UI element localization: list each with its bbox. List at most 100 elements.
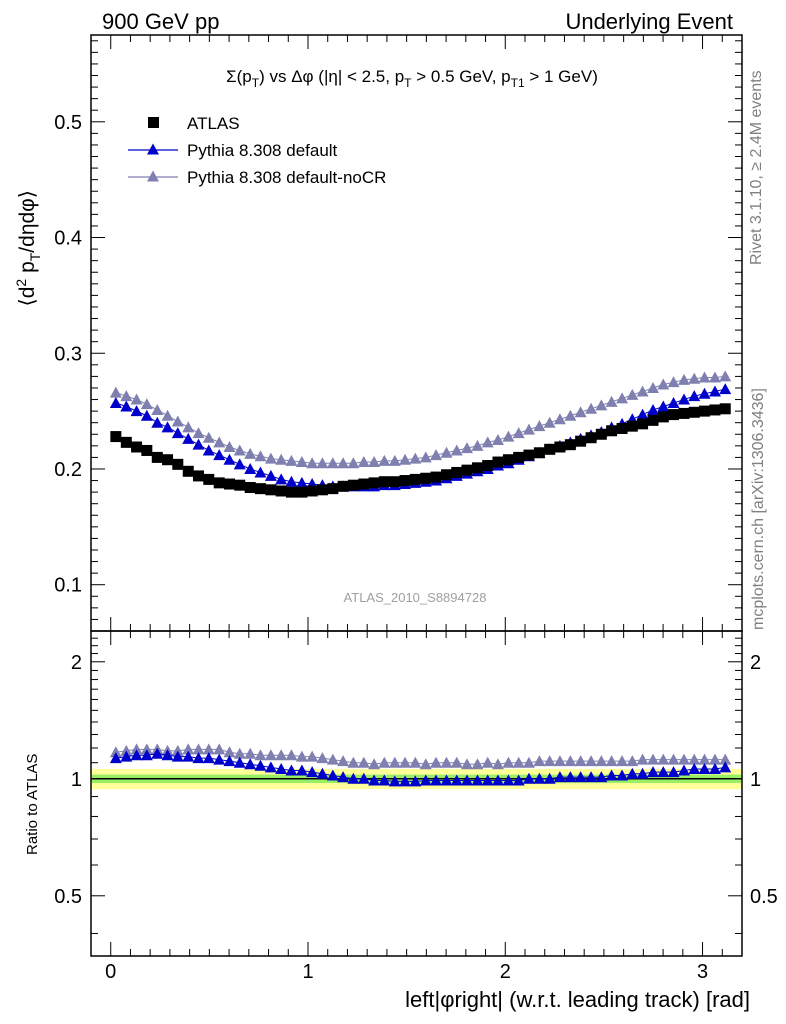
atlas-point xyxy=(337,480,349,492)
ratio-pythia-default-point xyxy=(522,772,535,784)
pythia-default-point xyxy=(151,416,164,428)
pythia-nocr-point xyxy=(347,457,360,469)
ratio-pythia-default-point xyxy=(368,774,381,786)
ratio-pythia-default-point xyxy=(461,774,474,786)
pythia-nocr-point xyxy=(223,440,236,452)
pythia-nocr-point xyxy=(616,392,629,404)
atlas-point xyxy=(347,479,359,491)
pythia-default-point xyxy=(295,476,308,488)
ratio-pythia-default-point xyxy=(275,762,288,774)
atlas-point xyxy=(378,476,390,488)
ratio-pythia-default-point xyxy=(254,759,267,771)
ratio-pythia-default-point xyxy=(440,774,453,786)
ratio-pythia-default-point xyxy=(244,758,257,770)
ratio-pythia-nocr-point xyxy=(605,755,618,767)
atlas-point xyxy=(141,444,153,456)
pythia-nocr-point xyxy=(399,453,412,465)
atlas-point xyxy=(120,436,132,448)
pythia-nocr-point xyxy=(275,453,288,465)
pythia-nocr-point xyxy=(337,457,350,469)
ratio-pythia-nocr-point xyxy=(378,756,391,768)
ratio-pythia-default-point xyxy=(667,766,680,778)
pythia-default-point xyxy=(109,397,122,409)
ratio-pythia-default-point xyxy=(409,775,422,787)
pythia-default-point xyxy=(708,385,721,397)
pythia-nocr-point xyxy=(491,434,504,446)
pythia-nocr-point xyxy=(647,381,660,393)
main-y-tick-label: 0.2 xyxy=(54,459,82,481)
atlas-point xyxy=(564,439,576,451)
pythia-nocr-point xyxy=(316,457,329,469)
legend-label-default: Pythia 8.308 default xyxy=(187,141,338,160)
x-axis-label: left|φright| (w.r.t. leading track) [rad… xyxy=(405,987,750,1012)
pythia-nocr-point xyxy=(306,457,319,469)
ratio-plot-frame xyxy=(90,630,743,957)
ratio-pythia-nocr-point xyxy=(337,755,350,767)
ratio-pythia-nocr-point xyxy=(182,743,195,755)
pythia-nocr-point xyxy=(378,454,391,466)
pythia-nocr-point xyxy=(409,452,422,464)
ratio-pythia-nocr-point xyxy=(244,747,257,759)
ratio-pythia-default-point xyxy=(140,749,153,761)
x-tick-label: 2 xyxy=(500,961,511,983)
ratio-panel: 0.5 0.5 1 1 2 2 0 1 2 3 Ratio to ATLAS left|φrig… xyxy=(24,630,778,1012)
ratio-pythia-nocr-point xyxy=(657,753,670,765)
legend-label-atlas: ATLAS xyxy=(187,114,240,133)
ratio-pythia-default-point xyxy=(678,764,691,776)
ratio-pythia-default-point xyxy=(109,752,122,764)
pythia-default-point xyxy=(171,427,184,439)
atlas-point xyxy=(533,447,545,459)
ratio-pythia-nocr-point xyxy=(388,756,401,768)
atlas-point xyxy=(626,420,638,432)
atlas-point xyxy=(296,486,308,498)
atlas-point xyxy=(162,454,174,466)
atlas-point xyxy=(265,484,277,496)
ratio-x-ticks: 0 1 2 3 xyxy=(105,631,723,983)
pythia-nocr-point xyxy=(202,431,215,443)
pythia-nocr-point xyxy=(657,378,670,390)
ratio-pythia-nocr-point xyxy=(440,756,453,768)
ratio-pythia-default-point xyxy=(171,750,184,762)
main-y-tick-label: 0.1 xyxy=(54,575,82,597)
ratio-pythia-default-point xyxy=(688,762,701,774)
pythia-nocr-point xyxy=(502,430,515,442)
ratio-pythia-default-point xyxy=(491,774,504,786)
pythia-nocr-point xyxy=(574,406,587,418)
ratio-y-tick-label-right: 0.5 xyxy=(750,886,778,908)
ratio-pythia-default-point xyxy=(213,753,226,765)
pythia-default-point xyxy=(678,393,691,405)
pythia-default-point xyxy=(130,405,143,417)
legend-marker-default xyxy=(147,143,159,155)
main-y-tick-label: 0.4 xyxy=(54,228,82,250)
atlas-point xyxy=(244,481,256,493)
ratio-y-axis-label: Ratio to ATLAS xyxy=(24,754,41,855)
pythia-nocr-point xyxy=(450,444,463,456)
ratio-pythia-nocr-point xyxy=(306,750,319,762)
ratio-pythia-default-point xyxy=(605,769,618,781)
pythia-default-point xyxy=(192,438,205,450)
pythia-nocr-point xyxy=(419,451,432,463)
pythia-default-point xyxy=(223,453,236,465)
ratio-pythia-nocr-point xyxy=(264,749,277,761)
ratio-pythia-nocr-point xyxy=(140,743,153,755)
ratio-pythia-default-point xyxy=(481,774,494,786)
atlas-point xyxy=(544,443,556,455)
ratio-pythia-nocr-point xyxy=(574,755,587,767)
ratio-y-tick-label-right: 1 xyxy=(750,769,761,791)
watermark: ATLAS_2010_S8894728 xyxy=(344,590,487,605)
pythia-default-point xyxy=(120,400,133,412)
ratio-pythia-default-point xyxy=(585,771,598,783)
atlas-point xyxy=(151,451,163,463)
ratio-pythia-nocr-point xyxy=(213,743,226,755)
pythia-nocr-point xyxy=(151,403,164,415)
pythia-nocr-point xyxy=(678,373,691,385)
atlas-point xyxy=(327,483,339,495)
atlas-point xyxy=(554,441,566,453)
ratio-pythia-nocr-point xyxy=(626,755,639,767)
pythia-nocr-point xyxy=(120,390,133,402)
ratio-pythia-nocr-point xyxy=(564,755,577,767)
ratio-pythia-default-point xyxy=(616,769,629,781)
ratio-pythia-default-point xyxy=(564,771,577,783)
ratio-pythia-nocr-point xyxy=(698,753,711,765)
